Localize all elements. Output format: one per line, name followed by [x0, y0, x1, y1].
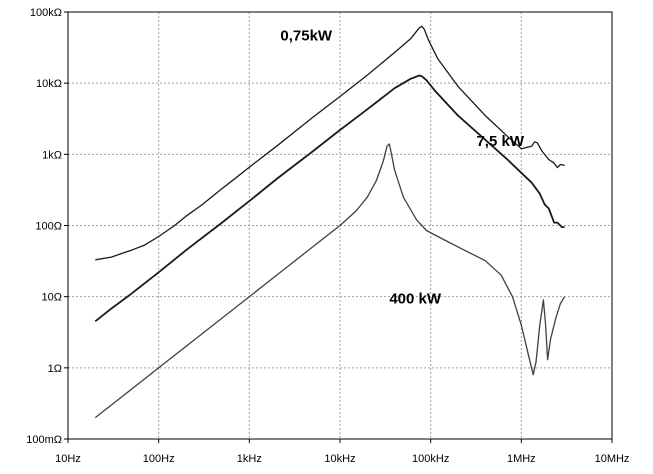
y-tick-label: 1kΩ — [42, 149, 62, 161]
x-tick-label: 1MHz — [507, 453, 536, 465]
series-label-layer: 0,75kW 7,5 kW 400 kW — [280, 27, 524, 307]
series-layer — [94, 25, 566, 419]
x-tick-label: 10Hz — [55, 453, 81, 465]
y-tick-label: 100mΩ — [26, 434, 62, 446]
series-label-3: 400 kW — [389, 291, 442, 308]
x-tick-label: 100Hz — [143, 453, 175, 465]
y-tick-label: 100Ω — [35, 221, 62, 233]
y-tick-label: 100kΩ — [30, 7, 62, 19]
x-tick-label: 1kHz — [237, 453, 262, 465]
tick-layer: 10Hz 100Hz 1kHz 10kHz 100kHz 1MHz 10MHz 100mΩ 1Ω… — [26, 7, 629, 465]
series-label-1: 0,75kW — [280, 27, 333, 44]
x-tick-label: 100kHz — [412, 453, 449, 465]
series-line-1 — [95, 25, 565, 261]
y-tick-label: 1Ω — [48, 363, 62, 375]
series-line-2 — [94, 74, 565, 323]
y-tick-label: 10Ω — [42, 292, 62, 304]
series-label-2: 7,5 kW — [476, 133, 524, 150]
x-tick-label: 10MHz — [595, 453, 630, 465]
y-tick-label: 10kΩ — [36, 78, 62, 90]
series-line-3 — [94, 143, 566, 419]
x-tick-label: 10kHz — [324, 453, 355, 465]
